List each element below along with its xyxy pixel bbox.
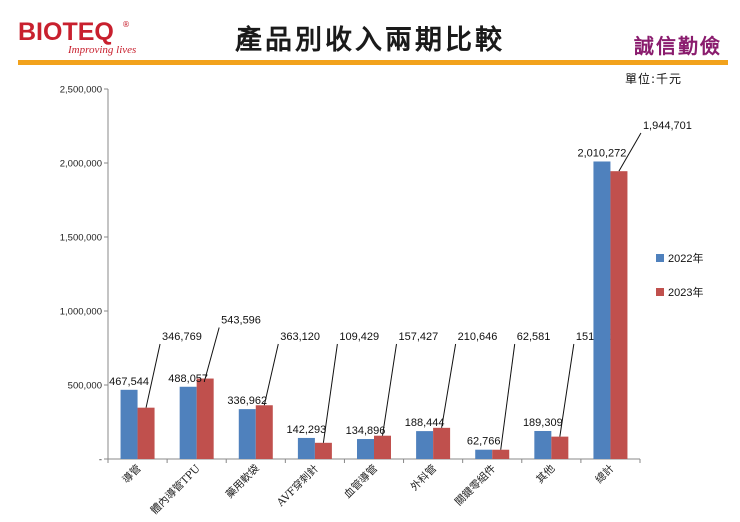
data-label-2023: 1,944,701 <box>643 120 692 132</box>
x-category-label: 總計 <box>593 462 617 486</box>
y-tick-label: 1,500,000 <box>60 233 102 244</box>
data-label-2022: 488,057 <box>168 373 208 385</box>
data-label-2023: 210,646 <box>458 331 498 343</box>
bar-2023 <box>433 427 451 459</box>
x-category-label: AVF穿刺針 <box>273 462 321 510</box>
data-label-2023: 346,769 <box>162 331 202 343</box>
motto: 誠信勤儉 <box>634 34 722 58</box>
data-label-2022: 467,544 <box>109 376 149 388</box>
x-category-label: 其他 <box>533 462 557 486</box>
bar-2023 <box>196 378 214 459</box>
x-category-label: 體內導管TPU <box>148 462 203 517</box>
data-label-2023: 157,427 <box>399 331 439 343</box>
data-label-2022: 189,309 <box>523 417 563 429</box>
bar-2022 <box>416 431 434 459</box>
bar-2022 <box>238 409 256 459</box>
bar-2022 <box>593 161 611 460</box>
bar-2023 <box>374 435 391 459</box>
bar-2023 <box>610 171 628 459</box>
x-category-label: 藥用軟袋 <box>223 462 262 501</box>
bar-2023 <box>551 436 569 459</box>
data-label-2023: 109,429 <box>339 331 379 343</box>
data-label-2023: 543,596 <box>221 315 261 327</box>
header-divider <box>18 60 728 65</box>
leader-line-2023 <box>618 132 642 172</box>
leader-line-2023 <box>559 343 575 437</box>
bar-2022 <box>534 430 552 459</box>
data-label-2022: 134,896 <box>346 425 386 437</box>
x-category-label: 導管 <box>120 462 144 486</box>
legend-swatch <box>656 254 664 262</box>
bar-2023 <box>255 405 273 459</box>
y-tick-label: 500,000 <box>68 381 102 392</box>
x-category-label: 關鍵零組件 <box>452 462 498 508</box>
leader-line-2023 <box>263 343 279 406</box>
bar-2022 <box>297 437 315 459</box>
x-category-label: 外科管 <box>408 462 439 493</box>
bar-2022 <box>120 389 138 459</box>
leader-line-2023 <box>204 327 220 379</box>
bar-2022 <box>475 449 493 459</box>
data-label-2022: 62,766 <box>467 436 501 448</box>
legend-label: 2022年 <box>668 251 703 265</box>
bar-2023 <box>492 449 510 459</box>
leader-line-2023 <box>322 343 338 443</box>
y-tick-label: 2,500,000 <box>60 85 102 96</box>
logo-text: BIOTEQ <box>18 18 114 46</box>
bar-2022 <box>179 386 197 459</box>
data-label-2022: 2,010,272 <box>577 147 626 159</box>
legend-swatch <box>656 288 664 296</box>
leader-line-2023 <box>500 343 516 450</box>
data-label-2022: 188,444 <box>405 417 445 429</box>
leader-line-2023 <box>441 343 457 428</box>
leader-line-2023 <box>145 343 161 408</box>
x-category-label: 血管導管 <box>341 462 380 501</box>
bar-2023 <box>314 442 332 459</box>
company-logo: BIOTEQ ® Improving lives <box>18 18 148 60</box>
bar-2023 <box>137 407 155 459</box>
data-label-2022: 336,962 <box>227 395 267 407</box>
data-label-2023: 363,120 <box>280 331 320 343</box>
legend-label: 2023年 <box>668 285 703 299</box>
leader-line-2023 <box>382 343 397 436</box>
logo-tagline: Improving lives <box>68 44 137 56</box>
page-title: 產品別收入兩期比較 <box>235 25 505 56</box>
data-label-2023: 62,581 <box>517 331 551 343</box>
y-tick-label: 2,000,000 <box>60 159 102 170</box>
data-label-2022: 142,293 <box>287 424 327 436</box>
logo-registered-mark: ® <box>122 20 130 29</box>
y-tick-label: - <box>99 455 102 466</box>
y-tick-label: 1,000,000 <box>60 307 102 318</box>
bar-2022 <box>357 439 374 459</box>
unit-label: 單位:千元 <box>624 72 682 86</box>
